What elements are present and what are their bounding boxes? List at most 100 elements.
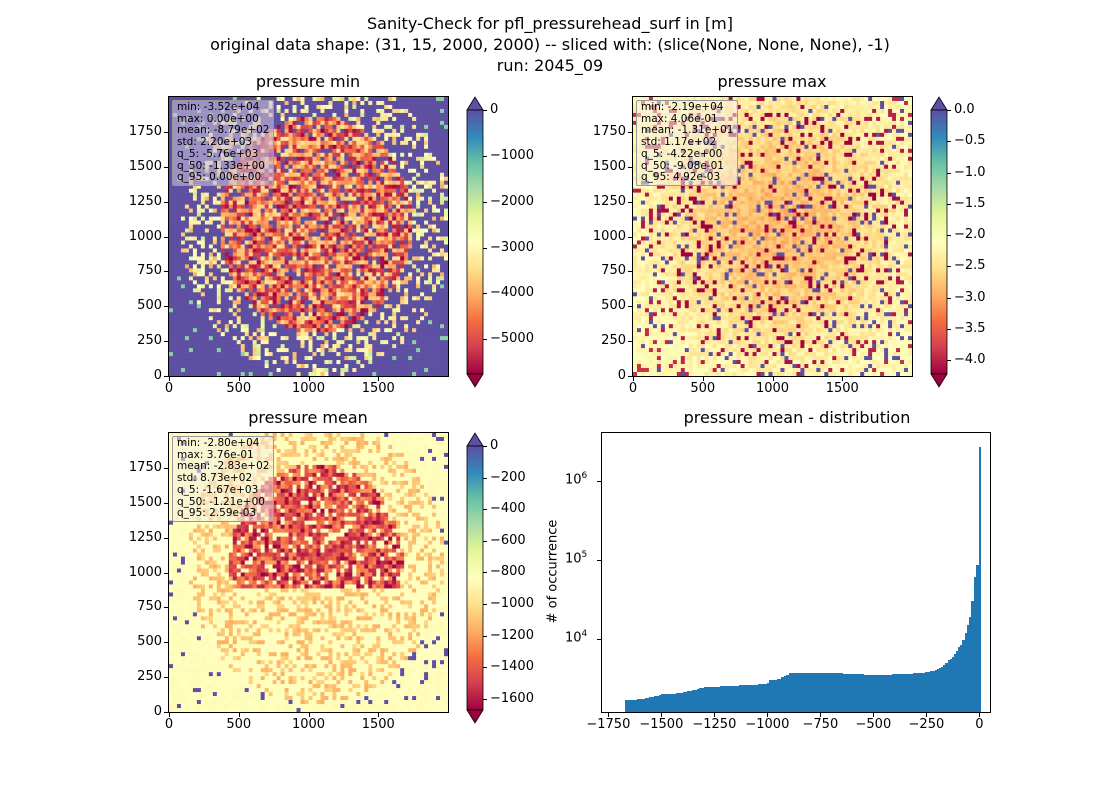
heatmap-cell bbox=[428, 168, 433, 174]
heatmap-cell bbox=[412, 136, 417, 142]
heatmap-cell bbox=[368, 280, 373, 285]
heatmap-cell bbox=[404, 120, 409, 126]
heatmap-cell bbox=[216, 316, 222, 321]
heatmap-cell bbox=[356, 280, 361, 285]
heatmap-cell bbox=[412, 140, 417, 146]
heatmap-cell bbox=[404, 97, 409, 102]
heatmap-cell bbox=[372, 280, 377, 285]
heatmap-cell bbox=[272, 144, 277, 150]
heatmap-cell bbox=[236, 232, 242, 237]
heatmap-cell bbox=[432, 356, 437, 361]
heatmap-cell bbox=[188, 352, 194, 357]
heatmap-cell bbox=[364, 236, 369, 241]
heatmap-cell bbox=[432, 248, 437, 253]
heatmap-cell bbox=[372, 240, 377, 245]
heatmap-cell bbox=[428, 368, 433, 373]
heatmap-cell bbox=[276, 284, 281, 289]
heatmap-cell bbox=[272, 344, 277, 349]
heatmap-cell bbox=[296, 312, 301, 317]
heatmap-cell bbox=[176, 336, 182, 341]
heatmap-cell bbox=[204, 97, 210, 102]
heatmap-cell bbox=[368, 256, 373, 261]
heatmap-cell bbox=[404, 228, 409, 233]
heatmap-cell bbox=[428, 196, 433, 201]
heatmap-cell bbox=[204, 188, 210, 193]
heatmap-cell bbox=[372, 216, 377, 221]
heatmap-cell bbox=[352, 128, 357, 134]
heatmap-cell bbox=[296, 132, 301, 138]
heatmap-cell bbox=[444, 276, 448, 281]
heatmap-cell bbox=[296, 324, 301, 329]
heatmap-cell bbox=[412, 296, 417, 301]
heatmap-cell bbox=[260, 348, 265, 353]
heatmap-cell bbox=[416, 168, 421, 174]
heatmap-cell bbox=[412, 156, 417, 162]
heatmap-cell bbox=[220, 316, 226, 321]
heatmap-cell bbox=[432, 288, 437, 293]
heatmap-cell bbox=[252, 256, 257, 261]
heatmap-cell bbox=[364, 288, 369, 293]
heatmap-cell bbox=[316, 116, 321, 122]
heatmap-cell bbox=[384, 160, 389, 166]
heatmap-cell bbox=[256, 200, 261, 205]
heatmap-cell bbox=[169, 108, 174, 114]
heatmap-cell bbox=[640, 97, 646, 102]
heatmap-cell bbox=[388, 368, 393, 373]
heatmap-cell bbox=[444, 356, 448, 361]
heatmap-cell bbox=[756, 97, 761, 102]
heatmap-cell bbox=[408, 204, 413, 209]
heatmap-cell bbox=[304, 112, 309, 118]
heatmap-cell bbox=[440, 104, 445, 110]
heatmap-cell bbox=[300, 204, 305, 209]
heatmap-cell bbox=[352, 200, 357, 205]
colorbar-tick-mark bbox=[483, 339, 487, 341]
heatmap-cell bbox=[192, 296, 198, 301]
heatmap-cell bbox=[268, 324, 273, 329]
heatmap-cell bbox=[304, 136, 309, 142]
heatmap-cell bbox=[412, 248, 417, 253]
heatmap-cell bbox=[200, 296, 206, 301]
heatmap-cell bbox=[228, 300, 234, 305]
heatmap-cell bbox=[384, 252, 389, 257]
heatmap-cell bbox=[444, 212, 448, 217]
heatmap-cell bbox=[340, 132, 345, 138]
heatmap-cell bbox=[428, 332, 433, 337]
heatmap-cell bbox=[240, 188, 246, 193]
heatmap-cell bbox=[236, 212, 242, 217]
heatmap-cell bbox=[348, 324, 353, 329]
heatmap-cell bbox=[169, 140, 174, 146]
heatmap-cell bbox=[232, 220, 238, 225]
heatmap-cell bbox=[676, 97, 682, 102]
heatmap-cell bbox=[268, 208, 273, 213]
heatmap-cell bbox=[432, 312, 437, 317]
heatmap-cell bbox=[324, 192, 329, 197]
heatmap-cell bbox=[240, 324, 246, 329]
heatmap-cell bbox=[232, 276, 238, 281]
heatmap-cell bbox=[272, 132, 277, 138]
heatmap-cell bbox=[428, 188, 433, 193]
heatmap-cell bbox=[384, 196, 389, 201]
heatmap-cell bbox=[172, 320, 178, 325]
heatmap-cell bbox=[224, 276, 230, 281]
heatmap-cell bbox=[308, 204, 313, 209]
heatmap-cell bbox=[220, 348, 226, 353]
heatmap-cell bbox=[348, 336, 353, 341]
heatmap-cell bbox=[288, 104, 293, 110]
heatmap-cell bbox=[272, 324, 277, 329]
heatmap-cell bbox=[428, 260, 433, 265]
heatmap-cell bbox=[252, 364, 257, 369]
heatmap-cell bbox=[352, 172, 357, 178]
heatmap-cell bbox=[440, 348, 445, 353]
heatmap-cell bbox=[284, 172, 289, 178]
heatmap-cell bbox=[372, 180, 377, 185]
heatmap-cell bbox=[320, 304, 325, 309]
heatmap-cell bbox=[340, 316, 345, 321]
heatmap-cell bbox=[304, 212, 309, 217]
heatmap-cell bbox=[300, 124, 305, 130]
heatmap-cell bbox=[420, 280, 425, 285]
heatmap-cell bbox=[256, 292, 261, 297]
heatmap-cell bbox=[784, 97, 789, 102]
heatmap-cell bbox=[656, 97, 662, 102]
heatmap-cell bbox=[396, 352, 401, 357]
heatmap-cell bbox=[220, 272, 226, 277]
